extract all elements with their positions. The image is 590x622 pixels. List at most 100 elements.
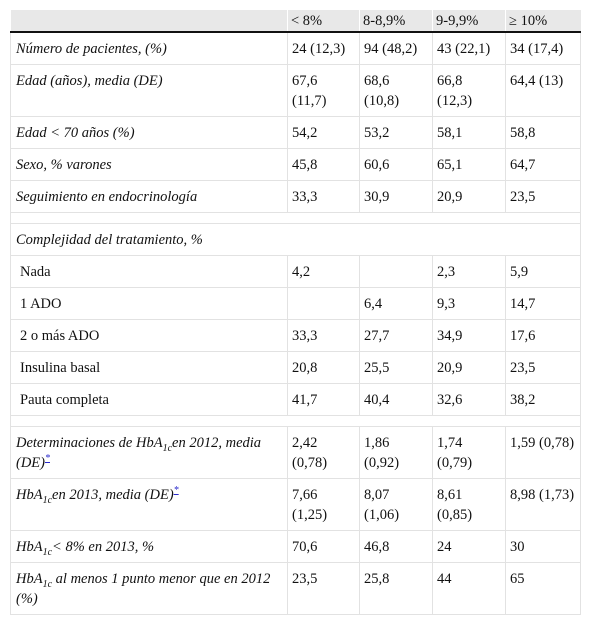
cell-value: 34,9 <box>432 319 506 352</box>
cell-value: 23,5 <box>505 180 581 213</box>
cell-value: 1,74 (0,79) <box>432 426 506 479</box>
row-label: Insulina basal <box>10 351 288 384</box>
cell-value: 94 (48,2) <box>359 32 433 65</box>
cell-value: 64,4 (13) <box>505 64 581 117</box>
cell-value: 4,2 <box>287 255 360 288</box>
cell-value: 1,86 (0,92) <box>359 426 433 479</box>
results-table: < 8% 8-8,9% 9-9,9% ≥ 10% Número de pacie… <box>10 10 581 615</box>
cell-value <box>287 287 360 320</box>
table-row: Determinaciones de HbA1cen 2012, media (… <box>10 426 581 479</box>
cell-value: 60,6 <box>359 148 433 181</box>
cell-value: 23,5 <box>287 562 360 615</box>
row-label: Número de pacientes, (%) <box>10 32 288 65</box>
cell-value: 32,6 <box>432 383 506 416</box>
row-label: Edad < 70 años (%) <box>10 116 288 149</box>
cell-value: 20,8 <box>287 351 360 384</box>
cell-value: 40,4 <box>359 383 433 416</box>
row-label: Edad (años), media (DE) <box>10 64 288 117</box>
header-cell-lt8: < 8% <box>287 10 360 33</box>
cell-value: 25,8 <box>359 562 433 615</box>
row-label: HbA1cen 2013, media (DE)* <box>10 478 288 531</box>
cell-value: 66,8 (12,3) <box>432 64 506 117</box>
cell-value: 2,3 <box>432 255 506 288</box>
cell-value: 30 <box>505 530 581 563</box>
section-label: Complejidad del tratamiento, % <box>10 223 581 256</box>
cell-value: 65,1 <box>432 148 506 181</box>
cell-value: 8,07 (1,06) <box>359 478 433 531</box>
header-cell-8-89: 8-8,9% <box>359 10 433 33</box>
table-row: 1 ADO 6,4 9,3 14,7 <box>10 287 581 320</box>
cell-value: 67,6 (11,7) <box>287 64 360 117</box>
cell-value: 6,4 <box>359 287 433 320</box>
cell-value: 7,66 (1,25) <box>287 478 360 531</box>
header-row: < 8% 8-8,9% 9-9,9% ≥ 10% <box>10 10 581 33</box>
header-cell-9-99: 9-9,9% <box>432 10 506 33</box>
label-text: en 2012, media (DE) <box>16 435 262 471</box>
header-cell-blank <box>10 10 288 33</box>
cell-value: 41,7 <box>287 383 360 416</box>
table-row: Número de pacientes, (%) 24 (12,3) 94 (4… <box>10 32 581 65</box>
cell-value: 20,9 <box>432 351 506 384</box>
cell-value <box>359 255 433 288</box>
cell-value: 33,3 <box>287 319 360 352</box>
cell-value: 23,5 <box>505 351 581 384</box>
label-text: al menos 1 punto menor que en 2012 (%) <box>16 571 271 607</box>
cell-value: 38,2 <box>505 383 581 416</box>
table-row: HbA1c al menos 1 punto menor que en 2012… <box>10 562 581 615</box>
table-row: HbA1cen 2013, media (DE)* 7,66 (1,25) 8,… <box>10 478 581 531</box>
table-row: HbA1c< 8% en 2013, % 70,6 46,8 24 30 <box>10 530 581 563</box>
cell-value: 43 (22,1) <box>432 32 506 65</box>
cell-value: 54,2 <box>287 116 360 149</box>
spacer-row <box>10 212 581 224</box>
cell-value: 30,9 <box>359 180 433 213</box>
footnote-link[interactable]: * <box>173 485 179 496</box>
cell-value: 34 (17,4) <box>505 32 581 65</box>
subscript: 1c <box>42 579 53 590</box>
spacer-row <box>10 415 581 427</box>
cell-value: 5,9 <box>505 255 581 288</box>
cell-value: 1,59 (0,78) <box>505 426 581 479</box>
subscript: 1c <box>42 495 53 506</box>
row-label: HbA1c al menos 1 punto menor que en 2012… <box>10 562 288 615</box>
table-row: Nada 4,2 2,3 5,9 <box>10 255 581 288</box>
cell-value: 24 <box>432 530 506 563</box>
subscript: 1c <box>162 443 173 454</box>
cell-value: 2,42 (0,78) <box>287 426 360 479</box>
cell-value: 45,8 <box>287 148 360 181</box>
cell-value: 17,6 <box>505 319 581 352</box>
header-cell-ge10: ≥ 10% <box>505 10 581 33</box>
row-label: Nada <box>10 255 288 288</box>
cell-value: 20,9 <box>432 180 506 213</box>
row-label: Pauta completa <box>10 383 288 416</box>
cell-value: 25,5 <box>359 351 433 384</box>
cell-value: 33,3 <box>287 180 360 213</box>
row-label: 2 o más ADO <box>10 319 288 352</box>
label-text: HbA <box>16 539 43 555</box>
cell-value: 27,7 <box>359 319 433 352</box>
cell-value: 24 (12,3) <box>287 32 360 65</box>
cell-value: 8,61 (0,85) <box>432 478 506 531</box>
cell-value: 65 <box>505 562 581 615</box>
cell-value: 53,2 <box>359 116 433 149</box>
label-text: HbA <box>16 571 43 587</box>
cell-value: 70,6 <box>287 530 360 563</box>
row-label: Determinaciones de HbA1cen 2012, media (… <box>10 426 288 479</box>
footnote-link[interactable]: * <box>45 453 50 464</box>
cell-value: 8,98 (1,73) <box>505 478 581 531</box>
label-text: en 2013, media (DE) <box>52 487 174 503</box>
row-label: Seguimiento en endocrinología <box>10 180 288 213</box>
cell-value: 46,8 <box>359 530 433 563</box>
table-row: Sexo, % varones 45,8 60,6 65,1 64,7 <box>10 148 581 181</box>
table-row: Seguimiento en endocrinología 33,3 30,9 … <box>10 180 581 213</box>
cell-value: 64,7 <box>505 148 581 181</box>
table-row: 2 o más ADO 33,3 27,7 34,9 17,6 <box>10 319 581 352</box>
subscript: 1c <box>42 547 53 558</box>
cell-value: 14,7 <box>505 287 581 320</box>
cell-value: 58,8 <box>505 116 581 149</box>
row-label: HbA1c< 8% en 2013, % <box>10 530 288 563</box>
table-row: Edad (años), media (DE) 67,6 (11,7) 68,6… <box>10 64 581 117</box>
table-row: Pauta completa 41,7 40,4 32,6 38,2 <box>10 383 581 416</box>
cell-value: 44 <box>432 562 506 615</box>
row-label: 1 ADO <box>10 287 288 320</box>
cell-value: 68,6 (10,8) <box>359 64 433 117</box>
